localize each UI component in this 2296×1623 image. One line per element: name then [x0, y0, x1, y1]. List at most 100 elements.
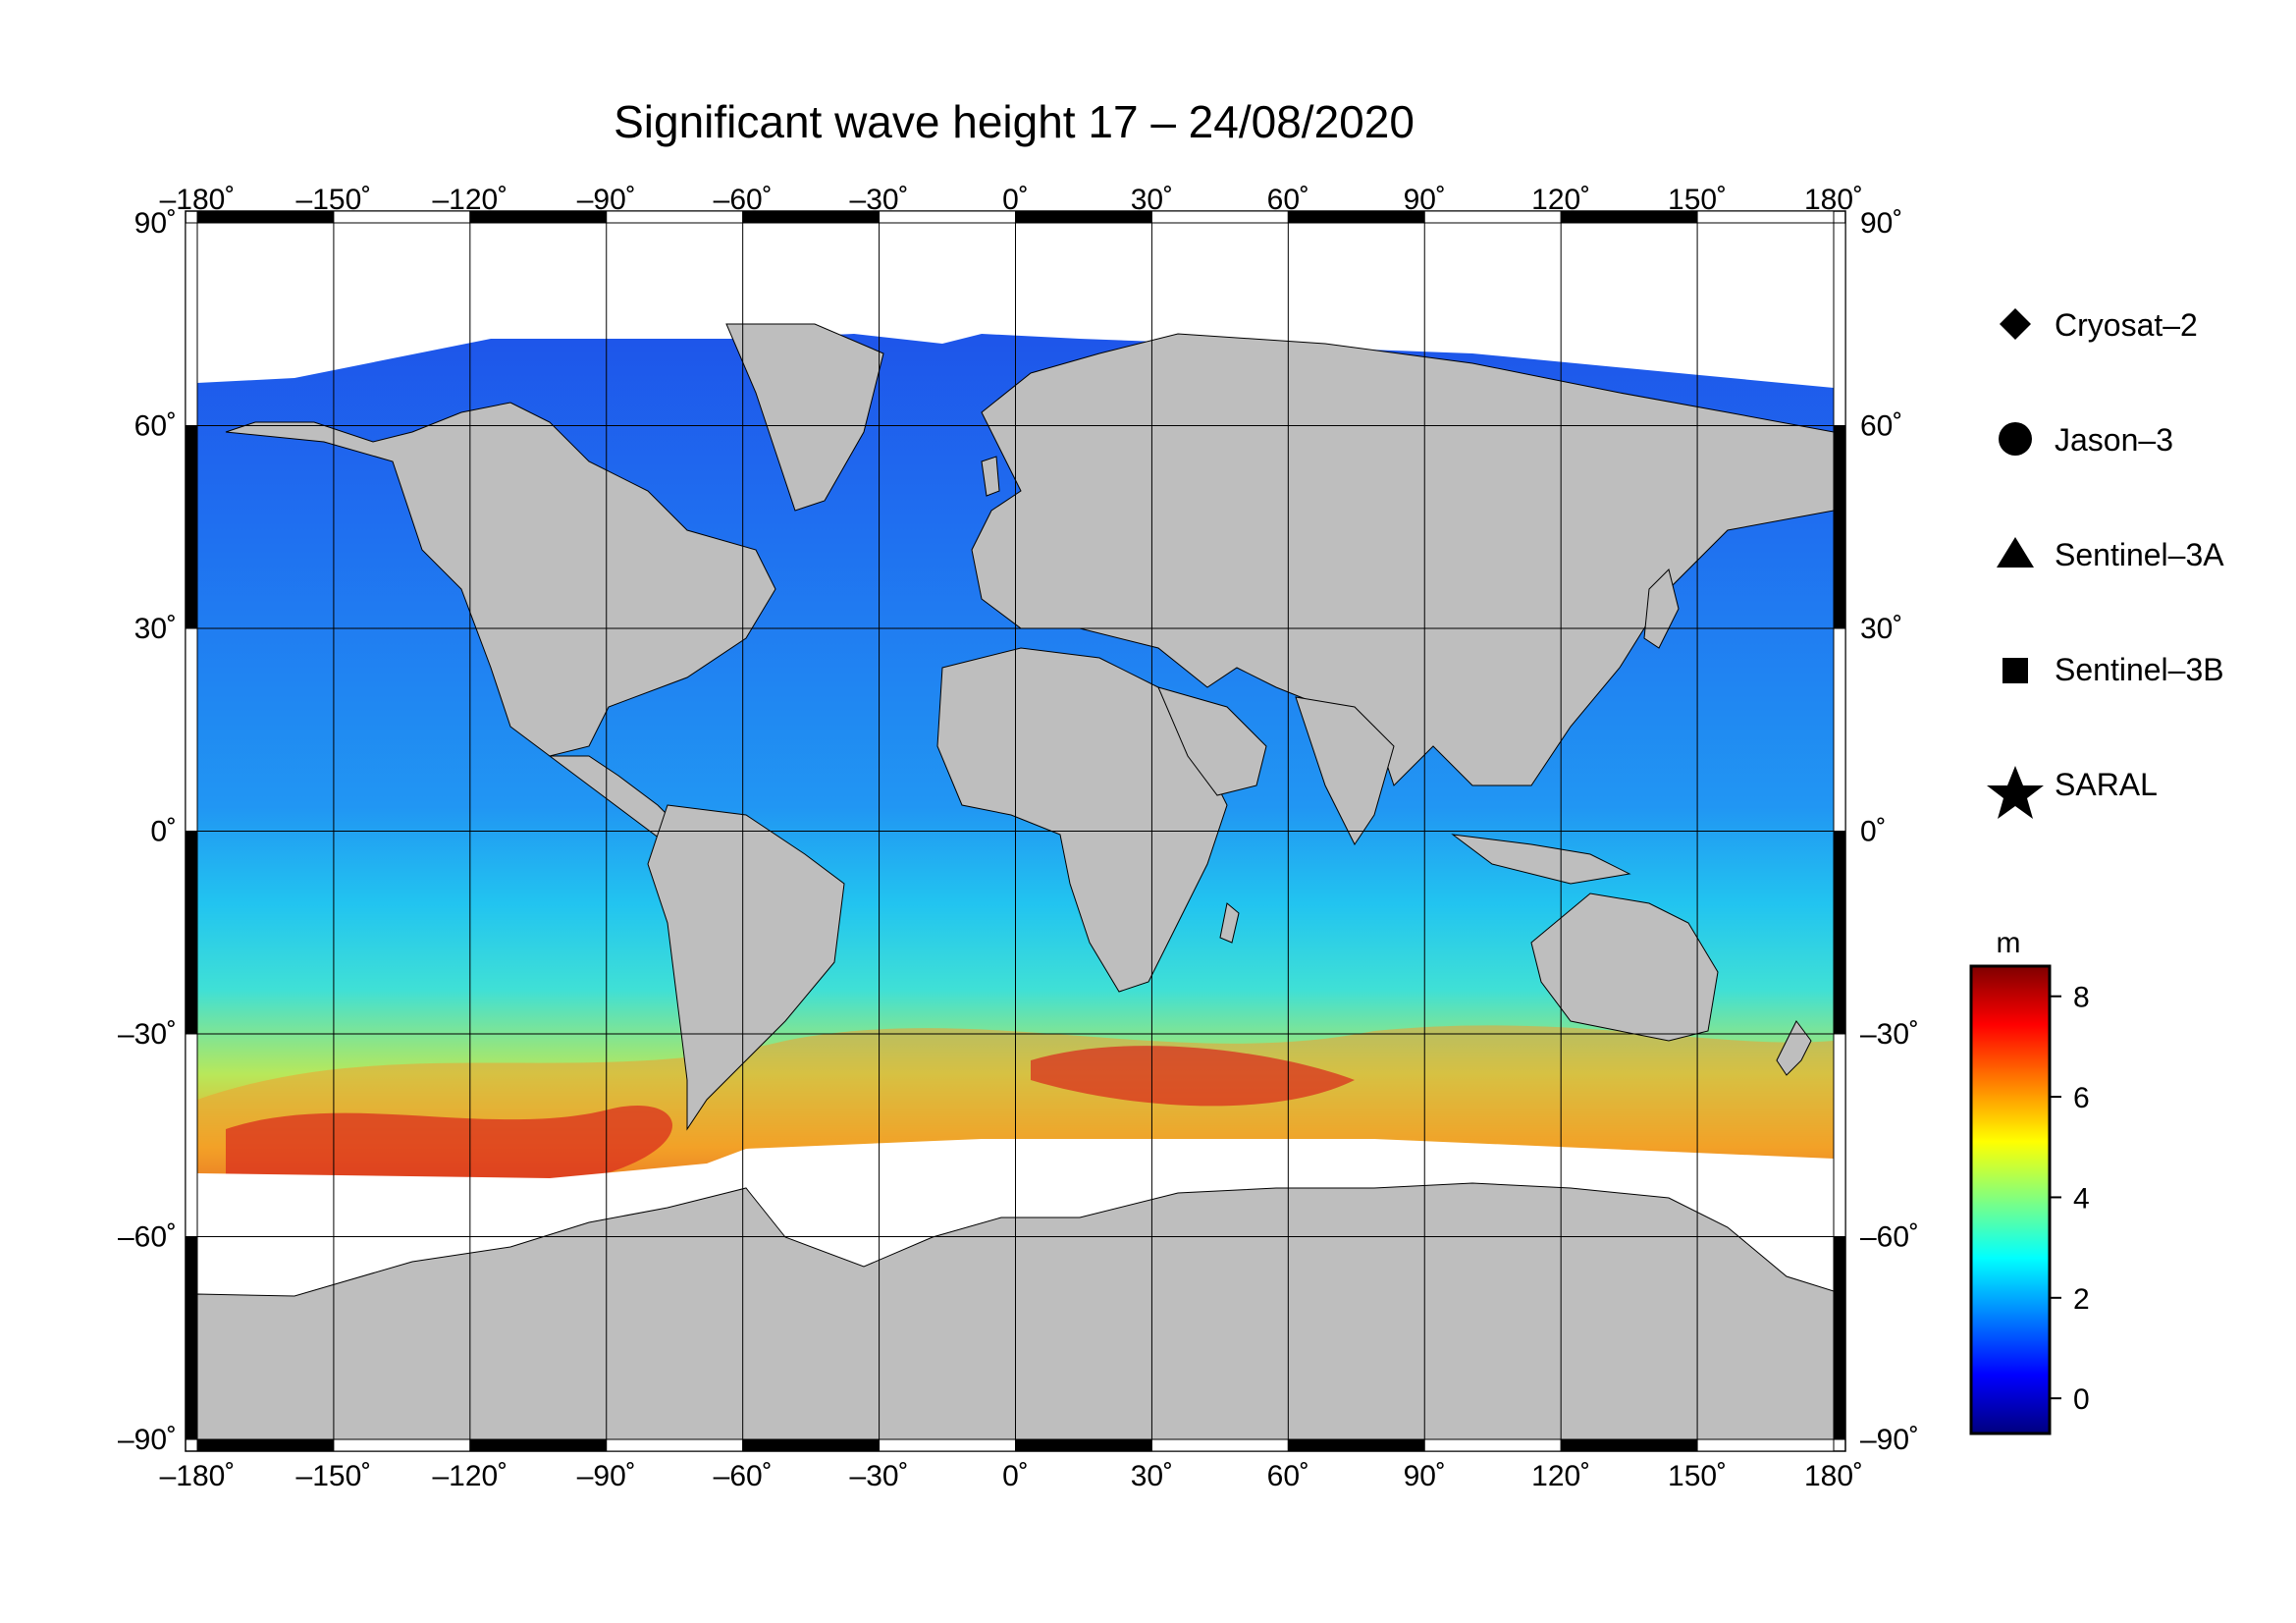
madagascar: [1219, 902, 1240, 944]
left-latitude-labels: –90˚ –60˚ –30˚ 0˚ 30˚ 60˚ 90˚: [118, 207, 177, 1456]
lat-tick-label: 30˚: [134, 613, 177, 645]
lat-tick-label: –90˚: [1860, 1424, 1919, 1456]
frame-segment-top: [1696, 210, 1835, 224]
frame-segment-right: [1833, 1236, 1846, 1440]
lat-tick-label: 0˚: [150, 816, 177, 848]
map-frame: [185, 210, 1846, 1452]
lon-tick-label: 180˚: [1804, 1460, 1863, 1492]
africa: [936, 647, 1228, 993]
lat-tick-label: 60˚: [1860, 410, 1902, 443]
lon-tick-label: 120˚: [1531, 184, 1590, 216]
top-longitude-labels: –180˚ –150˚ –120˚ –90˚ –60˚ –30˚ 0˚ 30˚ 60˚ 90˚ 12…: [160, 184, 1863, 216]
lon-tick-label: –120˚: [432, 184, 507, 216]
frame-segment-bottom: [469, 1438, 608, 1452]
frame-segment-left: [185, 1236, 198, 1440]
frame-segment-right: [1833, 1033, 1846, 1237]
lon-tick-label: 60˚: [1267, 1460, 1309, 1492]
frame-segment-left: [185, 627, 198, 832]
frame-segment-bottom: [196, 1438, 335, 1452]
legend-label-saral: SARAL: [2055, 767, 2158, 802]
triangle-icon: [1997, 537, 2034, 568]
lat-tick-label: –90˚: [118, 1424, 177, 1456]
circle-icon: [1999, 422, 2032, 456]
lon-tick-label: –60˚: [714, 184, 773, 216]
right-latitude-labels: –90˚ –60˚ –30˚ 0˚ 30˚ 60˚ 90˚: [1860, 207, 1919, 1456]
lon-tick-label: –150˚: [296, 184, 372, 216]
lat-tick-label: –60˚: [118, 1221, 177, 1254]
lat-tick-label: –60˚: [1860, 1221, 1919, 1254]
lon-tick-label: 90˚: [1404, 184, 1446, 216]
frame-segment-bottom: [742, 1438, 881, 1452]
frame-segment-bottom: [1560, 1438, 1698, 1452]
india: [1295, 696, 1395, 845]
frame-segment-bottom: [1696, 1438, 1835, 1452]
southern-storm-core: [226, 1046, 1355, 1178]
indonesia: [1451, 834, 1631, 885]
lon-tick-label: 180˚: [1804, 184, 1863, 216]
colorbar-tick-label: 6: [2073, 1082, 2090, 1114]
frame-segment-bottom: [1423, 1438, 1562, 1452]
legend-label-jason-3: Jason–3: [2055, 422, 2173, 458]
north-america: [225, 402, 776, 757]
lon-tick-label: 30˚: [1131, 1460, 1173, 1492]
lon-tick-label: –30˚: [850, 184, 909, 216]
lon-tick-label: 0˚: [1002, 184, 1029, 216]
satellite-legend: Cryosat–2 Jason–3 Sentinel–3A Sentinel–3…: [1987, 307, 2224, 819]
lon-tick-label: 150˚: [1668, 1460, 1727, 1492]
lon-tick-label: 30˚: [1131, 184, 1173, 216]
legend-label-sentinel-3b: Sentinel–3B: [2055, 652, 2224, 687]
frame-segment-right: [1833, 425, 1846, 629]
lon-tick-label: –180˚: [160, 184, 236, 216]
frame-segment-bottom: [1015, 1438, 1152, 1452]
colorbar-tick-label: 0: [2073, 1383, 2090, 1416]
frame-segment-left: [185, 831, 198, 1035]
lat-tick-label: 90˚: [1860, 207, 1902, 240]
colorbar-unit: m: [1997, 927, 2021, 959]
frame-segment-bottom: [1287, 1438, 1425, 1452]
frame-segment-bottom: [606, 1438, 744, 1452]
frame-segment-right: [1833, 222, 1846, 426]
lon-tick-label: 150˚: [1668, 184, 1727, 216]
greenland: [725, 323, 884, 512]
lon-tick-label: 60˚: [1267, 184, 1309, 216]
bottom-longitude-labels: –180˚ –150˚ –120˚ –90˚ –60˚ –30˚ 0˚ 30˚ 60˚ 90˚ 12…: [160, 1460, 1863, 1492]
frame-segment-bottom: [1150, 1438, 1289, 1452]
arabia: [1157, 686, 1267, 796]
lat-tick-label: 0˚: [1860, 816, 1887, 848]
lon-tick-label: 120˚: [1531, 1460, 1590, 1492]
lat-tick-label: 90˚: [134, 207, 177, 240]
lon-tick-label: 90˚: [1404, 1460, 1446, 1492]
colorbar-ticks: 0 2 4 6 8: [2050, 982, 2090, 1416]
lon-tick-label: –180˚: [160, 1460, 236, 1492]
lon-tick-label: –90˚: [577, 1460, 636, 1492]
colorbar-tick-label: 2: [2073, 1283, 2090, 1316]
lat-tick-label: –30˚: [1860, 1018, 1919, 1051]
lon-tick-label: –90˚: [577, 184, 636, 216]
frame-segment-left: [185, 425, 198, 629]
uk: [981, 456, 1000, 497]
legend-label-cryosat-2: Cryosat–2: [2055, 307, 2198, 343]
frame-segment-right: [1833, 831, 1846, 1035]
star-icon: [1987, 766, 2044, 819]
lon-tick-label: –60˚: [714, 1460, 773, 1492]
colorbar: m 0 2 4 6 8: [1969, 927, 2090, 1435]
frame-segment-left: [185, 1033, 198, 1237]
square-icon: [2002, 658, 2028, 683]
frame-segment-left: [185, 222, 198, 426]
lon-tick-label: –150˚: [296, 1460, 372, 1492]
legend-label-sentinel-3a: Sentinel–3A: [2055, 537, 2224, 572]
lat-tick-label: 60˚: [134, 410, 177, 443]
frame-segment-bottom: [879, 1438, 1016, 1452]
lon-tick-label: –30˚: [850, 1460, 909, 1492]
chart-title: Significant wave height 17 – 24/08/2020: [614, 96, 1415, 147]
colorbar-tick-label: 4: [2073, 1182, 2090, 1215]
frame-segment-bottom: [333, 1438, 471, 1452]
lat-tick-label: –30˚: [118, 1018, 177, 1051]
lon-tick-label: 0˚: [1002, 1460, 1029, 1492]
diamond-icon: [2000, 308, 2031, 340]
frame-segment-right: [1833, 627, 1846, 832]
colorbar-tick-label: 8: [2073, 982, 2090, 1014]
colorbar-ramp: [1969, 964, 2052, 1435]
south-america: [647, 804, 845, 1131]
